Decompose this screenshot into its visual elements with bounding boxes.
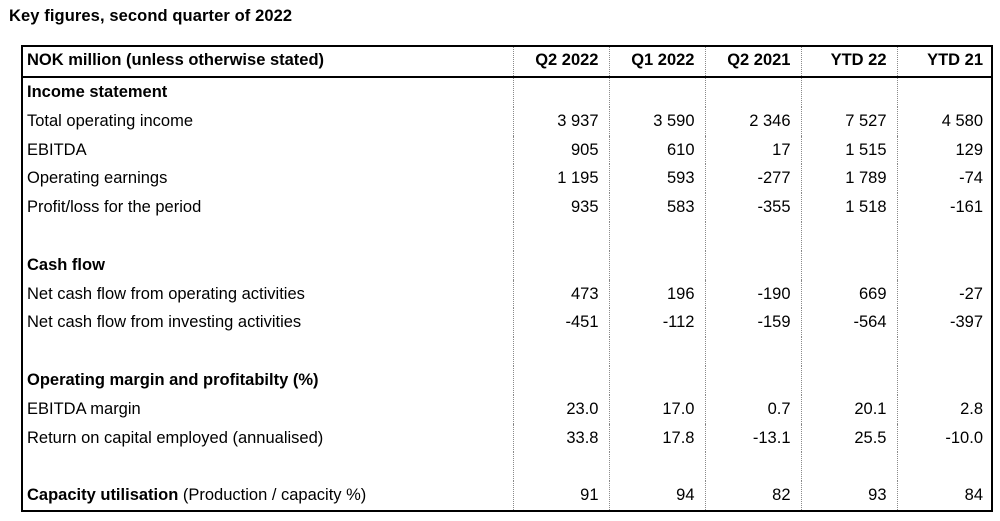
table-row-capacity: Capacity utilisation (Production / capac… [21, 481, 993, 510]
key-figures-table: NOK million (unless otherwise stated) Q2… [21, 45, 993, 510]
cell-value: 94 [608, 481, 705, 510]
cell-value: 17 [704, 135, 801, 165]
cell-value: 93 [800, 481, 897, 510]
section-row-income: Income statement [21, 77, 993, 107]
cell-value: -161 [896, 193, 993, 222]
row-label: EBITDA margin [27, 399, 141, 418]
cell-value: -190 [704, 279, 801, 309]
cell-value: -112 [608, 308, 705, 338]
spacer-row [21, 221, 993, 251]
cell-value: -74 [896, 164, 993, 194]
cell-value: 196 [608, 279, 705, 309]
cell-value: 25.5 [800, 423, 897, 453]
cell-value: -451 [512, 308, 609, 338]
row-label: Operating earnings [27, 169, 168, 188]
cell-value: -564 [800, 308, 897, 338]
cell-value: 17.0 [608, 394, 705, 424]
row-label: Net cash flow from investing activities [27, 313, 302, 332]
cell-value: 17.8 [608, 423, 705, 453]
row-label: Capacity utilisation (Production / capac… [21, 481, 513, 510]
table-row: Net cash flow from operating activities … [21, 279, 993, 309]
capacity-label-bold: Capacity utilisation [27, 486, 179, 505]
section-title: Cash flow [27, 255, 105, 274]
table-frame [21, 45, 993, 512]
section-title: Operating margin and profitabilty (%) [27, 370, 319, 389]
section-row-margin: Operating margin and profitabilty (%) [21, 365, 993, 395]
cell-value: 935 [512, 193, 609, 222]
cell-value: 905 [512, 135, 609, 165]
cell-value: 2 346 [704, 106, 801, 136]
cell-value: 20.1 [800, 394, 897, 424]
cell-value: -27 [896, 279, 993, 309]
cell-value: 1 195 [512, 164, 609, 194]
cell-value: 3 590 [608, 106, 705, 136]
section-row-cashflow: Cash flow [21, 250, 993, 280]
table-row: EBITDA 905 610 17 1 515 129 [21, 135, 993, 165]
row-label: Return on capital employed (annualised) [27, 428, 324, 447]
cell-value: 84 [896, 481, 993, 510]
cell-value: 82 [704, 481, 801, 510]
cell-value: -397 [896, 308, 993, 338]
cell-value: -10.0 [896, 423, 993, 453]
table-row: Profit/loss for the period 935 583 -355 … [21, 193, 993, 222]
cell-value: 583 [608, 193, 705, 222]
header-q2-2022: Q2 2022 [512, 45, 609, 78]
cell-value: 129 [896, 135, 993, 165]
cell-value: -355 [704, 193, 801, 222]
header-label: NOK million (unless otherwise stated) [21, 45, 513, 78]
header-q2-2021: Q2 2021 [704, 45, 801, 78]
section-title: Income statement [27, 83, 168, 101]
cell-value: 23.0 [512, 394, 609, 424]
row-label: Total operating income [27, 111, 194, 130]
cell-value: 1 515 [800, 135, 897, 165]
header-q1-2022: Q1 2022 [608, 45, 705, 78]
table-row: EBITDA margin 23.0 17.0 0.7 20.1 2.8 [21, 394, 993, 424]
capacity-label-rest: (Production / capacity %) [178, 486, 367, 505]
spacer-row [21, 337, 993, 366]
cell-value: 4 580 [896, 106, 993, 136]
row-label: Profit/loss for the period [27, 198, 202, 217]
header-ytd-22: YTD 22 [800, 45, 897, 78]
cell-value: 3 937 [512, 106, 609, 136]
cell-value: 0.7 [704, 394, 801, 424]
table-caption: Key figures, second quarter of 2022 [9, 7, 293, 25]
cell-value: -13.1 [704, 423, 801, 453]
table-row: Total operating income 3 937 3 590 2 346… [21, 106, 993, 136]
cell-value: 669 [800, 279, 897, 309]
header-ytd-21: YTD 21 [896, 45, 993, 78]
cell-value: 7 527 [800, 106, 897, 136]
cell-value: 33.8 [512, 423, 609, 453]
row-label: Net cash flow from operating activities [27, 284, 305, 303]
cell-value: -159 [704, 308, 801, 338]
table-row: Operating earnings 1 195 593 -277 1 789 … [21, 164, 993, 194]
cell-value: 1 789 [800, 164, 897, 194]
header-row: NOK million (unless otherwise stated) Q2… [21, 45, 993, 78]
row-label: EBITDA [27, 140, 87, 159]
cell-value: -277 [704, 164, 801, 194]
cell-value: 473 [512, 279, 609, 309]
spacer-row [21, 452, 993, 482]
cell-value: 593 [608, 164, 705, 194]
cell-value: 610 [608, 135, 705, 165]
table-row: Net cash flow from investing activities … [21, 308, 993, 338]
cell-value: 91 [512, 481, 609, 510]
cell-value: 2.8 [896, 394, 993, 424]
cell-value: 1 518 [800, 193, 897, 222]
table-row: Return on capital employed (annualised) … [21, 423, 993, 453]
